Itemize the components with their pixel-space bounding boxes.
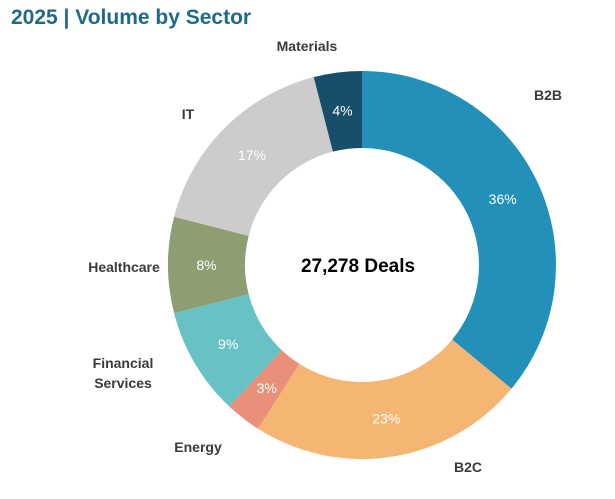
category-label-b2b: B2B xyxy=(534,87,562,103)
category-label-financial-services-line2: Services xyxy=(94,375,152,391)
percent-label-it: 17% xyxy=(238,147,266,163)
slice-financial-services xyxy=(174,294,282,407)
slices-group xyxy=(167,71,556,459)
category-label-b2c: B2C xyxy=(454,459,482,475)
percent-label-materials: 4% xyxy=(332,103,352,119)
slice-b2b xyxy=(362,71,556,389)
category-label-materials: Materials xyxy=(277,38,338,54)
percent-label-financial-services: 9% xyxy=(218,336,238,352)
slice-materials xyxy=(313,71,362,152)
slice-b2c xyxy=(258,339,512,459)
category-label-healthcare: Healthcare xyxy=(88,259,160,275)
slice-healthcare xyxy=(167,216,249,314)
slice-energy xyxy=(229,350,300,429)
percent-labels-group: 36% 23% 3% 9% 8% 17% 4% xyxy=(196,103,516,427)
percent-label-healthcare: 8% xyxy=(196,257,216,273)
category-label-it: IT xyxy=(182,106,195,122)
percent-label-b2c: 23% xyxy=(372,411,400,427)
percent-label-energy: 3% xyxy=(257,380,277,396)
slice-it xyxy=(174,77,333,236)
center-total-label: 27,278 Deals xyxy=(301,256,415,277)
category-label-energy: Energy xyxy=(174,439,222,455)
category-labels-group: B2B B2C Energy Financial Services Healthcare I… xyxy=(88,38,562,475)
chart-title: 2025 | Volume by Sector xyxy=(11,6,252,29)
percent-label-b2b: 36% xyxy=(489,191,517,207)
category-label-financial-services-line1: Financial xyxy=(93,355,154,371)
